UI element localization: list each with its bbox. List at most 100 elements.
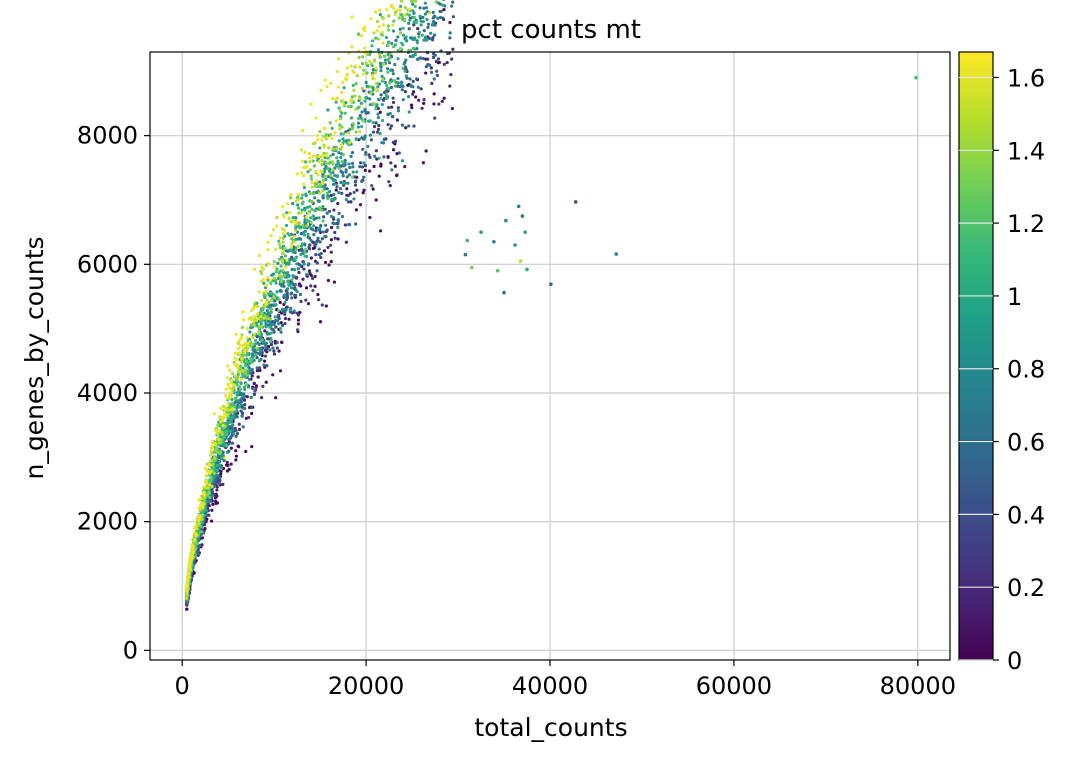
data-point — [273, 299, 277, 303]
data-point — [363, 152, 368, 157]
data-point — [392, 6, 396, 10]
data-point — [349, 154, 353, 159]
data-point — [274, 247, 278, 252]
data-point — [418, 6, 422, 10]
data-point — [296, 267, 300, 271]
data-point — [380, 33, 384, 37]
data-point — [252, 320, 256, 324]
data-point — [329, 176, 334, 180]
data-point — [274, 303, 278, 307]
data-point — [225, 432, 229, 437]
data-point — [309, 216, 313, 220]
data-point — [413, 15, 417, 20]
data-point — [333, 131, 337, 135]
data-point — [373, 71, 378, 75]
data-point — [334, 181, 339, 185]
data-point — [308, 168, 312, 172]
data-point — [284, 308, 288, 312]
data-point — [203, 508, 207, 512]
data-point — [386, 24, 390, 28]
data-point — [242, 406, 246, 410]
data-point — [315, 134, 320, 138]
data-point — [347, 105, 351, 109]
data-point — [410, 0, 415, 3]
data-point — [355, 74, 359, 78]
data-point — [347, 222, 351, 227]
data-point — [321, 196, 325, 200]
data-point — [243, 349, 247, 353]
data-point — [277, 298, 281, 302]
data-point — [386, 53, 390, 57]
data-point — [309, 238, 313, 243]
colorbar-tick-label: 1.2 — [1007, 210, 1045, 238]
data-point — [409, 103, 414, 107]
data-point — [313, 184, 318, 188]
data-point — [320, 138, 324, 142]
data-point — [321, 204, 325, 209]
data-point — [228, 368, 232, 372]
data-point — [324, 133, 328, 137]
data-point — [285, 291, 289, 295]
data-point — [451, 0, 455, 4]
data-point — [434, 0, 438, 4]
data-point — [201, 513, 205, 517]
data-point — [412, 37, 417, 41]
data-point — [442, 0, 446, 2]
data-point — [431, 22, 435, 26]
data-point — [311, 154, 315, 158]
data-point — [210, 489, 214, 494]
data-point — [513, 243, 517, 247]
data-point — [379, 164, 383, 168]
data-point — [317, 191, 322, 195]
data-point — [463, 252, 468, 257]
data-point — [274, 270, 278, 274]
data-point — [187, 566, 192, 570]
data-point — [298, 226, 302, 230]
data-point — [228, 393, 232, 397]
data-point — [236, 403, 240, 407]
data-point — [207, 464, 211, 468]
data-point — [415, 41, 419, 45]
data-point — [248, 330, 252, 334]
y-tick-label: 0 — [123, 636, 138, 664]
data-point — [239, 387, 243, 391]
data-point — [285, 305, 289, 309]
data-point — [430, 81, 434, 85]
data-point — [275, 224, 279, 228]
data-point — [282, 273, 287, 278]
data-point — [390, 3, 394, 7]
data-point — [366, 111, 370, 115]
data-point — [351, 170, 355, 174]
bulk-points — [185, 0, 456, 611]
data-point — [391, 140, 395, 144]
data-point — [272, 259, 276, 264]
data-point — [350, 45, 354, 49]
data-point — [360, 110, 364, 114]
data-point — [280, 284, 284, 288]
data-point — [407, 124, 411, 128]
data-point — [363, 46, 367, 50]
data-point — [402, 62, 406, 66]
data-point — [230, 371, 235, 375]
data-point — [349, 64, 353, 68]
data-point — [335, 164, 339, 168]
data-point — [432, 92, 436, 96]
data-point — [219, 415, 224, 420]
data-point — [383, 81, 387, 85]
data-point — [292, 250, 296, 255]
data-point — [432, 77, 436, 81]
data-point — [335, 221, 339, 226]
data-point — [450, 106, 454, 111]
data-point — [341, 181, 346, 185]
data-point — [257, 342, 261, 346]
data-point — [226, 397, 230, 401]
data-point — [277, 309, 281, 313]
data-point — [346, 200, 350, 204]
data-point — [266, 305, 270, 309]
data-point — [268, 348, 272, 352]
data-point — [297, 206, 301, 210]
x-tick-label: 60000 — [696, 672, 772, 700]
data-point — [343, 111, 347, 115]
data-point — [195, 522, 199, 527]
data-point — [265, 275, 270, 279]
